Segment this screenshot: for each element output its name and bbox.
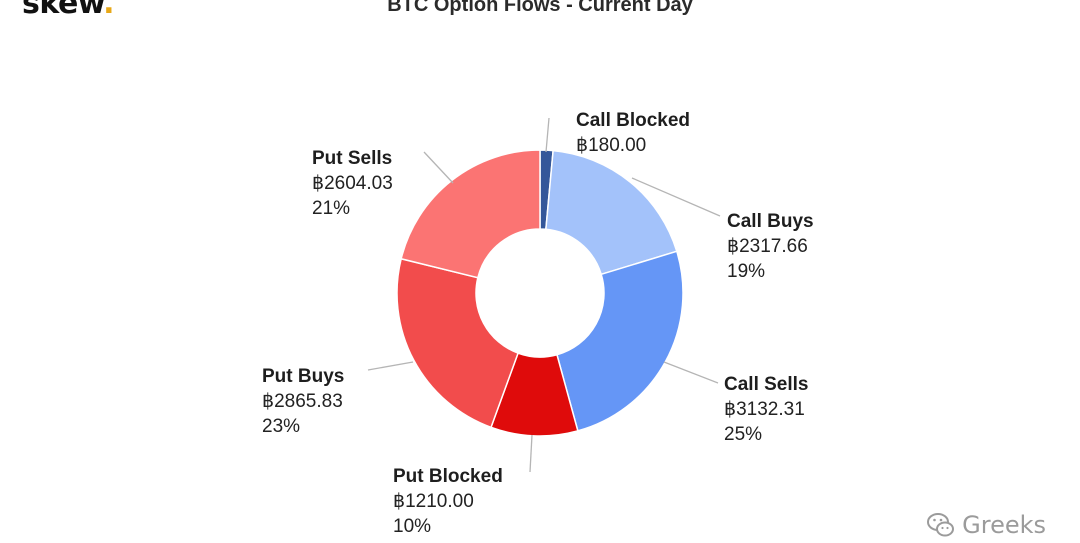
connector-call-sells bbox=[663, 361, 719, 384]
slice-value: ฿2865.83 bbox=[262, 391, 343, 412]
label-put-sells: Put Sells ฿2604.03 21% bbox=[312, 148, 393, 219]
chart-title: BTC Option Flows - Current Day bbox=[387, 0, 693, 16]
skew-logo: skew. bbox=[22, 0, 115, 21]
label-call-buys: Call Buys ฿2317.66 19% bbox=[727, 211, 814, 282]
label-call-sells: Call Sells ฿3132.31 25% bbox=[724, 374, 809, 445]
slice-percent: 23% bbox=[262, 416, 300, 437]
watermark: Greeks bbox=[926, 511, 1046, 539]
connector-put-blocked bbox=[529, 434, 533, 473]
watermark-text: Greeks bbox=[962, 511, 1046, 539]
connector-put-sells bbox=[423, 151, 454, 184]
slice-value: ฿180.00 bbox=[576, 135, 646, 156]
slice-name: Put Buys bbox=[262, 366, 344, 387]
slice-value: ฿3132.31 bbox=[724, 399, 805, 420]
slice-name: Call Buys bbox=[727, 211, 814, 232]
slice-name: Call Sells bbox=[724, 374, 809, 395]
slice-name: Call Blocked bbox=[576, 110, 690, 131]
slice-put-buys bbox=[396, 257, 520, 429]
slice-name: Put Sells bbox=[312, 148, 392, 169]
slice-name: Put Blocked bbox=[393, 466, 503, 487]
label-put-blocked: Put Blocked ฿1210.00 10% bbox=[393, 466, 503, 537]
connector-call-blocked bbox=[545, 117, 550, 153]
connector-call-buys bbox=[631, 177, 721, 217]
slice-percent: 25% bbox=[724, 424, 762, 445]
slice-value: ฿2604.03 bbox=[312, 173, 393, 194]
slice-percent: 10% bbox=[393, 516, 431, 537]
wechat-icon bbox=[927, 513, 955, 537]
slice-put-sells bbox=[400, 149, 541, 279]
slice-percent: 21% bbox=[312, 198, 350, 219]
connector-put-buys bbox=[367, 361, 414, 371]
slice-value: ฿2317.66 bbox=[727, 236, 808, 257]
label-put-buys: Put Buys ฿2865.83 23% bbox=[262, 366, 344, 437]
slice-call-sells bbox=[556, 250, 684, 432]
slice-percent: 19% bbox=[727, 261, 765, 282]
slice-value: ฿1210.00 bbox=[393, 491, 474, 512]
slice-call-buys bbox=[545, 149, 678, 276]
